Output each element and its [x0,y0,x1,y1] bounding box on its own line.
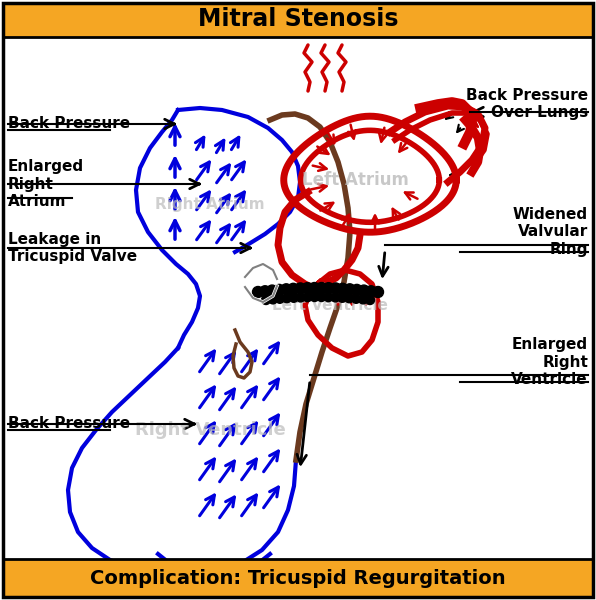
Circle shape [352,294,361,303]
Circle shape [344,294,353,303]
Text: Mitral Stenosis: Mitral Stenosis [198,7,398,31]
Circle shape [358,285,370,296]
Circle shape [266,285,278,296]
Text: Enlarged
Right
Ventricle: Enlarged Right Ventricle [511,337,588,387]
Circle shape [283,294,291,303]
Circle shape [274,284,285,295]
Text: Enlarged
Right
Atrium: Enlarged Right Atrium [8,159,84,209]
Circle shape [316,283,327,293]
Circle shape [351,284,362,295]
Circle shape [323,283,334,293]
Circle shape [281,284,291,295]
Text: Left Ventricle: Left Ventricle [272,298,388,313]
Circle shape [330,283,341,294]
Circle shape [296,293,305,302]
Circle shape [302,283,313,293]
Circle shape [344,284,355,295]
FancyBboxPatch shape [3,3,593,37]
Text: Right Atrium: Right Atrium [155,197,265,212]
Circle shape [317,293,326,302]
Circle shape [289,293,298,302]
Circle shape [337,283,348,295]
Circle shape [338,293,347,302]
Text: Right Ventricle: Right Ventricle [135,421,285,439]
Circle shape [331,293,340,302]
Text: Complication: Tricuspid Regurgitation: Complication: Tricuspid Regurgitation [90,569,506,587]
Text: Widened
Valvular
Ring: Widened Valvular Ring [513,207,588,257]
Circle shape [359,295,368,304]
Text: Back Pressure: Back Pressure [8,116,130,131]
Circle shape [365,295,374,304]
Circle shape [295,283,306,294]
Circle shape [288,283,299,295]
Circle shape [324,293,333,302]
Text: Back Pressure: Back Pressure [8,416,130,431]
Circle shape [310,293,319,302]
FancyBboxPatch shape [3,559,593,597]
Circle shape [275,294,284,303]
Circle shape [309,283,320,293]
Circle shape [365,286,377,297]
Circle shape [262,295,271,304]
Text: Left Atrium: Left Atrium [302,171,408,189]
Circle shape [372,286,383,298]
Circle shape [253,286,263,298]
Text: Back Pressure
Over Lungs: Back Pressure Over Lungs [466,88,588,120]
Circle shape [303,293,312,302]
Circle shape [268,295,277,304]
Circle shape [260,286,271,297]
Text: Leakage in
Tricuspid Valve: Leakage in Tricuspid Valve [8,232,137,264]
